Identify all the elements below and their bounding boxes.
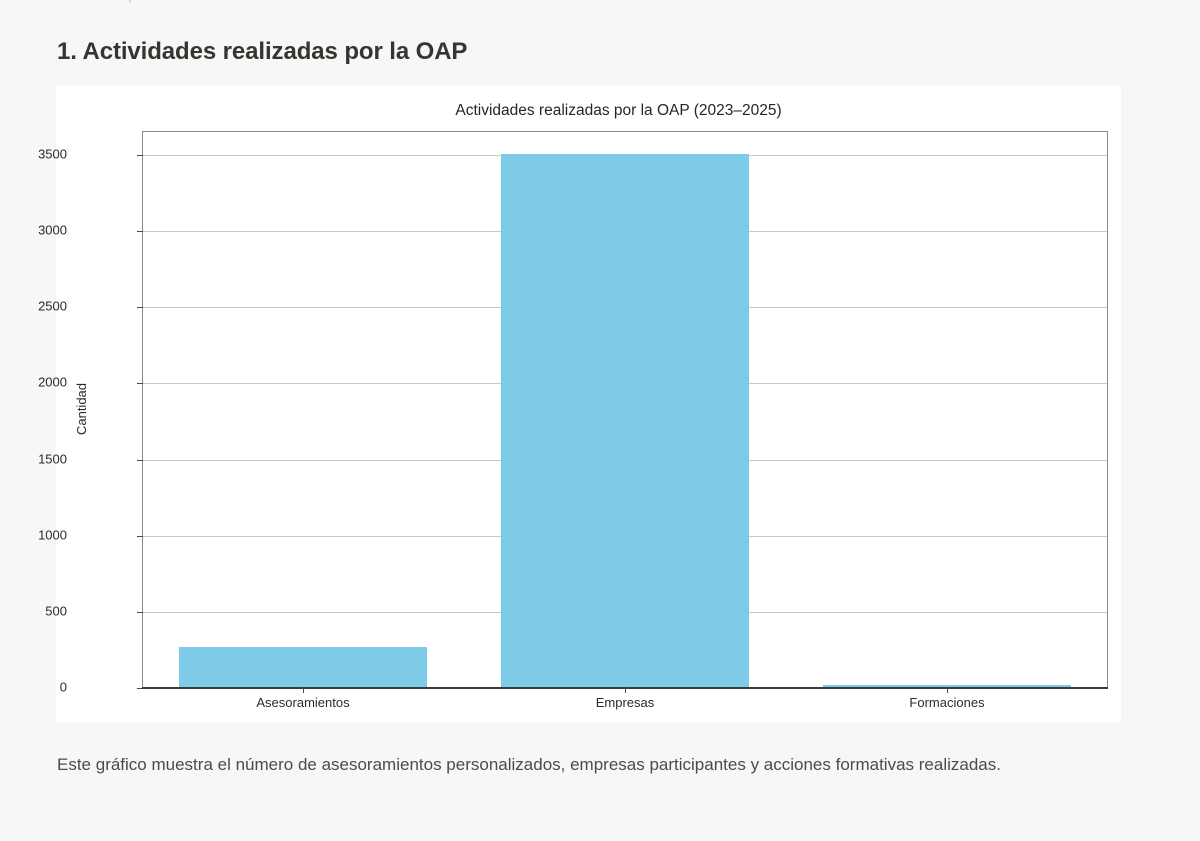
y-tick-label: 1500 [38, 451, 67, 466]
y-tick-mark [137, 535, 143, 537]
y-tick-mark [137, 688, 143, 689]
bar-formaciones[interactable] [823, 684, 1071, 687]
chart-caption: Este gráfico muestra el número de asesor… [57, 755, 1001, 774]
y-tick-mark [137, 307, 143, 309]
y-tick-label: 500 [45, 603, 67, 619]
y-tick-label: 1000 [38, 527, 67, 543]
x-tick-label: Empresas [595, 695, 655, 710]
chart-card: Actividades realizadas por la OAP (2023–… [38, 85, 1121, 723]
x-tick-mark [625, 687, 626, 693]
bar-asesoramientos[interactable] [179, 647, 427, 687]
y-axis-title: Cantidad [74, 382, 89, 436]
y-tick-label: 0 [59, 679, 67, 695]
y-tick-mark [137, 154, 143, 156]
chart-title: Actividades realizadas por la OAP (2023–… [455, 102, 782, 119]
y-tick-mark [137, 231, 143, 232]
x-tick-label: Formaciones [909, 695, 985, 710]
y-tick-label: 3500 [38, 146, 67, 162]
bars-group [142, 131, 1108, 687]
y-tick-mark [137, 611, 143, 613]
y-tick-mark [137, 459, 143, 461]
y-tick-label: 2000 [38, 374, 67, 390]
x-tick-label: Asesoramientos [256, 695, 350, 710]
page-title: 1. Actividades realizadas por la OAP [57, 38, 468, 65]
y-tick-label: 2500 [38, 298, 67, 314]
bar-empresas[interactable] [501, 153, 749, 687]
x-tick-mark [947, 687, 948, 693]
y-tick-mark [137, 383, 143, 385]
clipped-text-fragment: p [128, 0, 137, 3]
x-tick-mark [303, 687, 304, 693]
y-tick-label: 3000 [38, 222, 67, 238]
